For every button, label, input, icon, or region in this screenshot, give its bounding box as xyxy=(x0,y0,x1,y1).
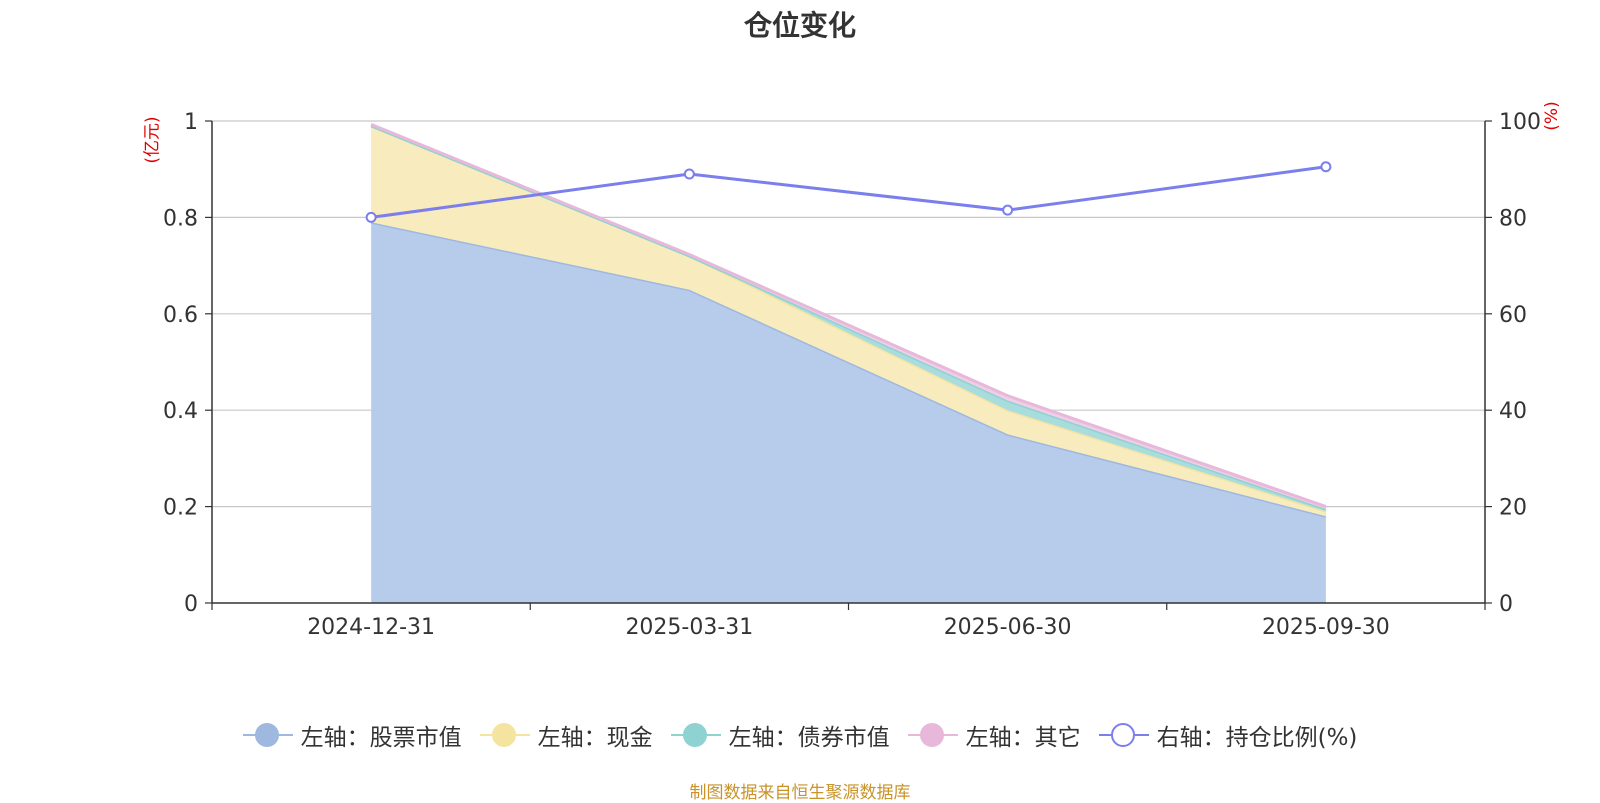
x-axis-tick-label: 2025-03-31 xyxy=(625,615,753,640)
legend: 左轴：股票市值 左轴：现金 左轴：债券市值 左轴：其它 右轴：持仓比例(%) xyxy=(0,718,1600,752)
chart-title: 仓位变化 xyxy=(743,9,856,42)
holding-ratio-point xyxy=(365,211,377,223)
right-axis-tick-label: 60 xyxy=(1499,303,1527,328)
legend-label: 左轴：现金 xyxy=(537,725,653,751)
right-axis-tick-label: 0 xyxy=(1499,592,1513,617)
legend-marker-icon xyxy=(1098,722,1149,748)
left-axis-tick-label: 0.6 xyxy=(163,303,198,328)
x-axis-tick-label: 2025-09-30 xyxy=(1262,615,1390,640)
legend-marker-icon xyxy=(670,722,721,748)
legend-marker-icon xyxy=(479,722,530,748)
legend-item[interactable]: 左轴：债券市值 xyxy=(670,718,890,752)
legend-item[interactable]: 左轴：股票市值 xyxy=(242,718,462,752)
left-axis-tick-label: 1 xyxy=(184,110,198,135)
left-axis-tick-label: 0 xyxy=(184,592,198,617)
legend-label: 左轴：其它 xyxy=(965,725,1081,751)
right-axis-tick-label: 40 xyxy=(1499,399,1527,424)
right-axis-tick-label: 80 xyxy=(1499,206,1527,231)
legend-marker-icon xyxy=(242,722,293,748)
right-axis-tick-label: 20 xyxy=(1499,496,1527,521)
holding-ratio-point xyxy=(1320,161,1332,173)
legend-item[interactable]: 右轴：持仓比例(%) xyxy=(1098,718,1358,752)
left-axis-tick-label: 0.2 xyxy=(163,496,198,521)
legend-marker-icon xyxy=(907,722,958,748)
right-axis-tick-label: 100 xyxy=(1499,110,1541,135)
legend-label: 左轴：债券市值 xyxy=(728,725,890,751)
holding-ratio-point xyxy=(683,168,695,180)
source-note: 制图数据来自恒生聚源数据库 xyxy=(689,783,911,803)
left-axis-tick-label: 0.8 xyxy=(163,206,198,231)
left-axis-tick-label: 0.4 xyxy=(163,399,198,424)
x-axis-tick-label: 2025-06-30 xyxy=(944,615,1072,640)
area-0 xyxy=(371,222,1326,603)
legend-label: 右轴：持仓比例(%) xyxy=(1156,725,1358,751)
holding-ratio-line xyxy=(370,165,1327,219)
legend-item[interactable]: 左轴：其它 xyxy=(907,718,1081,752)
holding-ratio-point xyxy=(1002,204,1014,216)
x-axis-tick-label: 2024-12-31 xyxy=(307,615,435,640)
legend-item[interactable]: 左轴：现金 xyxy=(479,718,653,752)
legend-label: 左轴：股票市值 xyxy=(300,725,462,751)
area-line-3 xyxy=(370,122,1327,509)
